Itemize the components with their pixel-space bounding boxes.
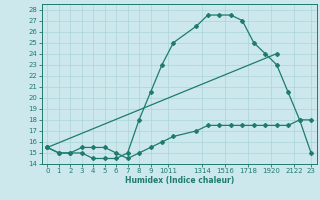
X-axis label: Humidex (Indice chaleur): Humidex (Indice chaleur) <box>124 176 234 185</box>
